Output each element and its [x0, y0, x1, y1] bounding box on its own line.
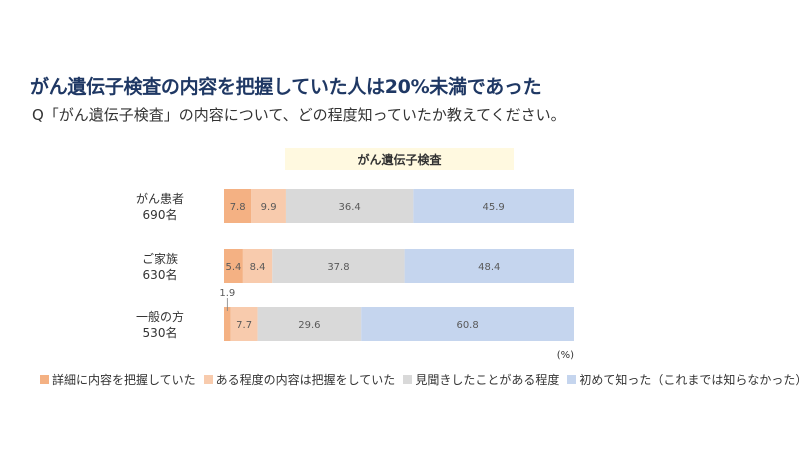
data-label: 9.9 — [261, 202, 277, 213]
legend-swatch — [40, 375, 49, 384]
legend: 詳細に内容を把握していた ある程度の内容は把握をしていた 見聞きしたことがある程度 初… — [40, 371, 800, 388]
legend-item: 見聞きしたことがある程度 — [403, 371, 559, 388]
legend-label: 初めて知った（これまでは知らなかった） — [579, 373, 800, 387]
bar-segment — [272, 249, 405, 283]
chart-title: がん遺伝子検査 — [285, 148, 514, 170]
legend-swatch — [403, 375, 413, 384]
legend-item: 詳細に内容を把握していた — [40, 371, 196, 388]
data-label: 36.4 — [339, 202, 361, 213]
data-label: 8.4 — [250, 262, 266, 273]
bar-segment — [242, 249, 273, 283]
category-label: ご家族 — [142, 251, 178, 266]
category-count: 630名 — [143, 267, 178, 282]
bar-segment — [404, 249, 574, 283]
bar-segment — [285, 189, 414, 223]
data-label: 48.4 — [478, 262, 500, 273]
data-label: 29.6 — [298, 320, 320, 331]
bar-segment — [224, 189, 252, 223]
data-label: 60.8 — [456, 320, 478, 331]
bar-segment — [361, 307, 574, 341]
data-label: 37.8 — [327, 262, 349, 273]
legend-item: ある程度の内容は把握をしていた — [203, 371, 396, 388]
data-label: 1.9 — [219, 288, 235, 299]
category-label: がん患者 — [136, 191, 184, 206]
bar-segment — [224, 307, 231, 341]
bar-segment — [251, 189, 286, 223]
bar-segment — [224, 249, 243, 283]
legend-label: 詳細に内容を把握していた — [52, 373, 196, 387]
category-count: 530名 — [143, 325, 178, 340]
bar-segment — [413, 189, 574, 223]
unit-label: (%) — [557, 350, 574, 361]
legend-swatch — [567, 375, 577, 384]
data-label: 45.9 — [483, 202, 505, 213]
survey-question: Q「がん遺伝子検査」の内容について、どの程度知っていたか教えてください。 — [32, 106, 566, 124]
category-count: 690名 — [143, 207, 178, 222]
data-label: 7.8 — [230, 202, 246, 213]
legend-label: 見聞きしたことがある程度 — [415, 373, 560, 387]
legend-swatch — [203, 375, 213, 384]
category-label: 一般の方 — [136, 309, 184, 324]
data-label: 7.7 — [236, 320, 252, 331]
headline: がん遺伝子検査の内容を把握していた人は20%未満であった — [30, 76, 542, 98]
data-label: 5.4 — [225, 262, 241, 273]
legend-label: ある程度の内容は把握をしていた — [215, 373, 396, 387]
legend-item: 初めて知った（これまでは知らなかった） — [567, 371, 800, 388]
bar-segment — [257, 307, 362, 341]
bar-segment — [230, 307, 258, 341]
